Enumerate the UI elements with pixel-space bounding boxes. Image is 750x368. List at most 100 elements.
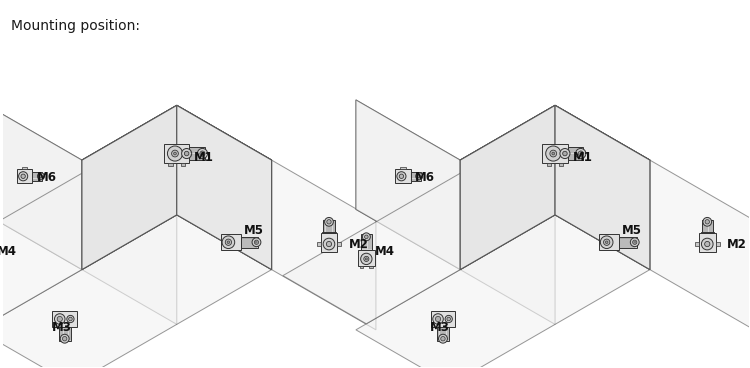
Circle shape [323,238,334,250]
Circle shape [326,241,332,247]
Circle shape [252,238,261,247]
Polygon shape [82,105,177,270]
Polygon shape [164,144,189,163]
Circle shape [362,233,370,241]
Circle shape [365,258,368,260]
Circle shape [560,149,570,159]
Circle shape [55,314,65,324]
Circle shape [552,152,554,155]
Circle shape [436,316,441,322]
Text: M4: M4 [375,245,395,258]
Polygon shape [0,100,177,324]
Circle shape [57,316,62,322]
Bar [400,167,406,169]
Polygon shape [598,234,619,250]
Polygon shape [177,105,272,270]
Circle shape [225,239,232,245]
Polygon shape [701,220,713,233]
Bar [370,266,373,268]
Text: M6: M6 [37,171,56,184]
Circle shape [433,314,443,324]
Polygon shape [568,147,583,160]
Circle shape [172,150,178,157]
Bar [181,163,185,166]
Circle shape [546,146,561,161]
Polygon shape [82,105,272,215]
Circle shape [69,317,72,321]
Text: M4: M4 [0,245,16,258]
Circle shape [441,336,446,341]
Polygon shape [460,105,650,215]
Circle shape [364,235,368,238]
Polygon shape [460,105,650,215]
Text: M2: M2 [727,238,747,251]
Circle shape [39,174,43,178]
Circle shape [327,220,332,224]
Circle shape [62,336,67,341]
Polygon shape [361,234,372,250]
Circle shape [416,173,423,180]
Polygon shape [82,105,177,270]
Circle shape [60,334,69,343]
Circle shape [439,334,448,343]
Polygon shape [460,105,555,270]
Circle shape [633,240,637,244]
Polygon shape [283,167,555,324]
Circle shape [605,241,608,244]
Polygon shape [395,169,411,183]
Polygon shape [189,147,205,160]
Text: M3: M3 [52,321,71,334]
Polygon shape [411,171,421,181]
Bar [338,242,341,246]
Polygon shape [322,232,336,233]
Text: M5: M5 [622,224,642,237]
Text: M2: M2 [349,238,368,251]
Text: Mounting position:: Mounting position: [10,19,140,33]
Polygon shape [177,105,376,330]
Circle shape [21,174,26,178]
Polygon shape [16,169,32,183]
Circle shape [227,241,230,244]
Polygon shape [58,327,70,341]
Circle shape [575,148,586,159]
Polygon shape [241,237,258,248]
Circle shape [418,174,421,178]
Bar [716,242,719,246]
Polygon shape [53,311,77,327]
Bar [360,266,363,268]
Circle shape [550,150,556,157]
Circle shape [67,315,74,323]
Circle shape [578,151,584,156]
Circle shape [254,240,259,244]
Polygon shape [220,234,241,250]
Bar [547,163,551,166]
Circle shape [397,172,406,181]
Polygon shape [358,250,375,266]
Polygon shape [430,311,455,327]
Circle shape [167,146,182,161]
Text: M5: M5 [244,224,264,237]
Polygon shape [436,327,449,341]
Circle shape [705,220,710,224]
Circle shape [399,174,404,178]
Circle shape [562,151,567,156]
Circle shape [19,172,28,181]
Circle shape [222,236,235,248]
Circle shape [184,151,189,156]
Polygon shape [700,232,714,233]
Circle shape [604,239,610,245]
Polygon shape [32,171,42,181]
Circle shape [600,236,613,248]
Circle shape [445,315,452,323]
Polygon shape [0,167,177,324]
Text: M1: M1 [572,151,592,164]
Text: M1: M1 [194,151,214,164]
Circle shape [197,148,208,159]
Circle shape [705,241,710,247]
Polygon shape [356,100,555,324]
Polygon shape [0,215,272,368]
Circle shape [361,253,372,265]
Bar [560,163,563,166]
Circle shape [38,173,44,180]
Polygon shape [555,105,750,330]
